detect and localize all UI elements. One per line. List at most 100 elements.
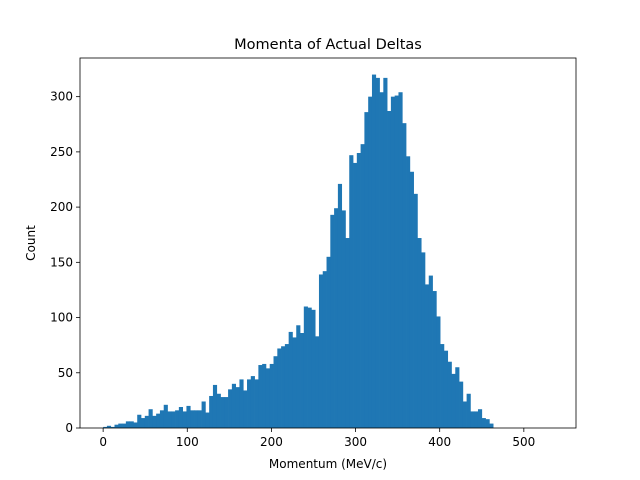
histogram-bar	[477, 409, 483, 428]
histogram-bar	[106, 425, 112, 428]
histogram-bar	[292, 337, 297, 428]
histogram-bars	[103, 74, 494, 429]
histogram-bar	[341, 210, 346, 428]
y-tick-label: 0	[65, 421, 73, 435]
histogram-bar	[364, 112, 369, 429]
histogram-bar	[413, 193, 418, 428]
histogram-bar	[159, 410, 165, 428]
y-tick-label: 100	[50, 311, 73, 325]
histogram-bar	[300, 333, 305, 428]
histogram-bar	[220, 397, 225, 428]
histogram-bar	[394, 95, 399, 429]
histogram-bar	[360, 144, 365, 428]
y-tick-label: 50	[58, 366, 73, 380]
histogram-bar	[239, 379, 244, 428]
histogram-bar	[432, 291, 437, 428]
histogram-bar	[265, 368, 271, 428]
histogram-bar	[228, 389, 233, 428]
histogram-bar	[205, 412, 210, 428]
histogram-bar	[277, 348, 282, 428]
histogram-bar	[409, 171, 414, 428]
x-axis-ticks: 0 100 200 300 400 500	[99, 428, 535, 449]
histogram-bar	[216, 393, 221, 428]
histogram-bar	[345, 238, 350, 428]
histogram-bar	[167, 411, 172, 428]
histogram-bar	[424, 284, 430, 428]
x-tick-label: 400	[428, 435, 451, 449]
y-tick-label: 150	[50, 255, 73, 269]
histogram-bar	[110, 426, 115, 428]
histogram-bar	[163, 404, 168, 428]
y-axis-ticks: 0 50 100 150 200 250 300	[50, 90, 80, 435]
histogram-bar	[235, 387, 240, 428]
histogram-bar	[485, 419, 490, 428]
plot-frame	[79, 57, 577, 429]
histogram-bar	[284, 344, 290, 428]
histogram-bar	[258, 365, 263, 428]
histogram-bar	[334, 208, 339, 428]
histogram-bar	[137, 414, 142, 428]
histogram-bar	[368, 96, 373, 428]
histogram-bar	[436, 316, 441, 428]
histogram-bar	[311, 309, 316, 428]
histogram-bar	[250, 376, 255, 428]
histogram-bar	[103, 426, 108, 428]
histogram-bar	[447, 361, 452, 428]
y-tick-label: 250	[50, 145, 73, 159]
histogram-bar	[371, 74, 377, 428]
histogram-bar	[281, 346, 286, 428]
histogram-bar	[330, 214, 335, 428]
y-tick-label: 300	[50, 90, 73, 104]
histogram-bar	[141, 418, 146, 428]
histogram-bar	[443, 350, 449, 428]
histogram-bar	[201, 401, 206, 428]
histogram-bar	[470, 411, 475, 428]
x-tick-label: 200	[260, 435, 283, 449]
histogram-bar	[182, 411, 187, 428]
histogram-bar	[148, 409, 153, 428]
x-tick-label: 300	[344, 435, 367, 449]
histogram-bar	[466, 393, 471, 428]
histogram-bar	[455, 367, 460, 428]
x-tick-label: 100	[176, 435, 199, 449]
histogram-bar	[303, 306, 308, 428]
y-tick-label: 200	[50, 200, 73, 214]
histogram-bar	[129, 421, 134, 428]
histogram-bar	[262, 363, 267, 428]
histogram-bar	[224, 397, 229, 428]
histogram-bar	[288, 331, 293, 428]
histogram-bar	[178, 407, 183, 428]
histogram-bar	[133, 422, 138, 428]
histogram-bar	[118, 423, 123, 428]
histogram-bar	[307, 307, 312, 428]
histogram-bar	[421, 252, 426, 428]
histogram-bar	[194, 410, 199, 428]
chart-title: Momenta of Actual Deltas	[234, 37, 422, 53]
histogram-bar	[243, 390, 248, 428]
histogram-bar	[481, 418, 486, 428]
histogram-bar	[428, 275, 433, 428]
histogram-bar	[269, 363, 274, 428]
histogram-bar	[349, 155, 354, 428]
x-tick-label: 500	[512, 435, 535, 449]
histogram-bar	[209, 395, 214, 428]
histogram-bar	[489, 423, 494, 428]
histogram-bar	[144, 415, 149, 428]
histogram-bar	[231, 383, 237, 428]
histogram-bar	[337, 183, 343, 428]
histogram-bar	[175, 410, 180, 428]
histogram-bar	[474, 411, 479, 428]
histogram-bar	[451, 373, 456, 428]
x-axis-label: Momentum (MeV/c)	[269, 457, 387, 471]
histogram-bar	[254, 379, 259, 428]
x-tick-label: 0	[99, 435, 107, 449]
histogram-bar	[171, 411, 176, 428]
histogram-bar	[406, 156, 411, 429]
histogram-bar	[186, 405, 191, 428]
histogram-bar	[273, 356, 278, 428]
histogram-bar	[190, 410, 195, 428]
histogram-bar	[315, 336, 320, 428]
histogram-bar	[156, 413, 161, 428]
histogram-bar	[390, 96, 396, 428]
histogram-bar	[296, 325, 301, 428]
